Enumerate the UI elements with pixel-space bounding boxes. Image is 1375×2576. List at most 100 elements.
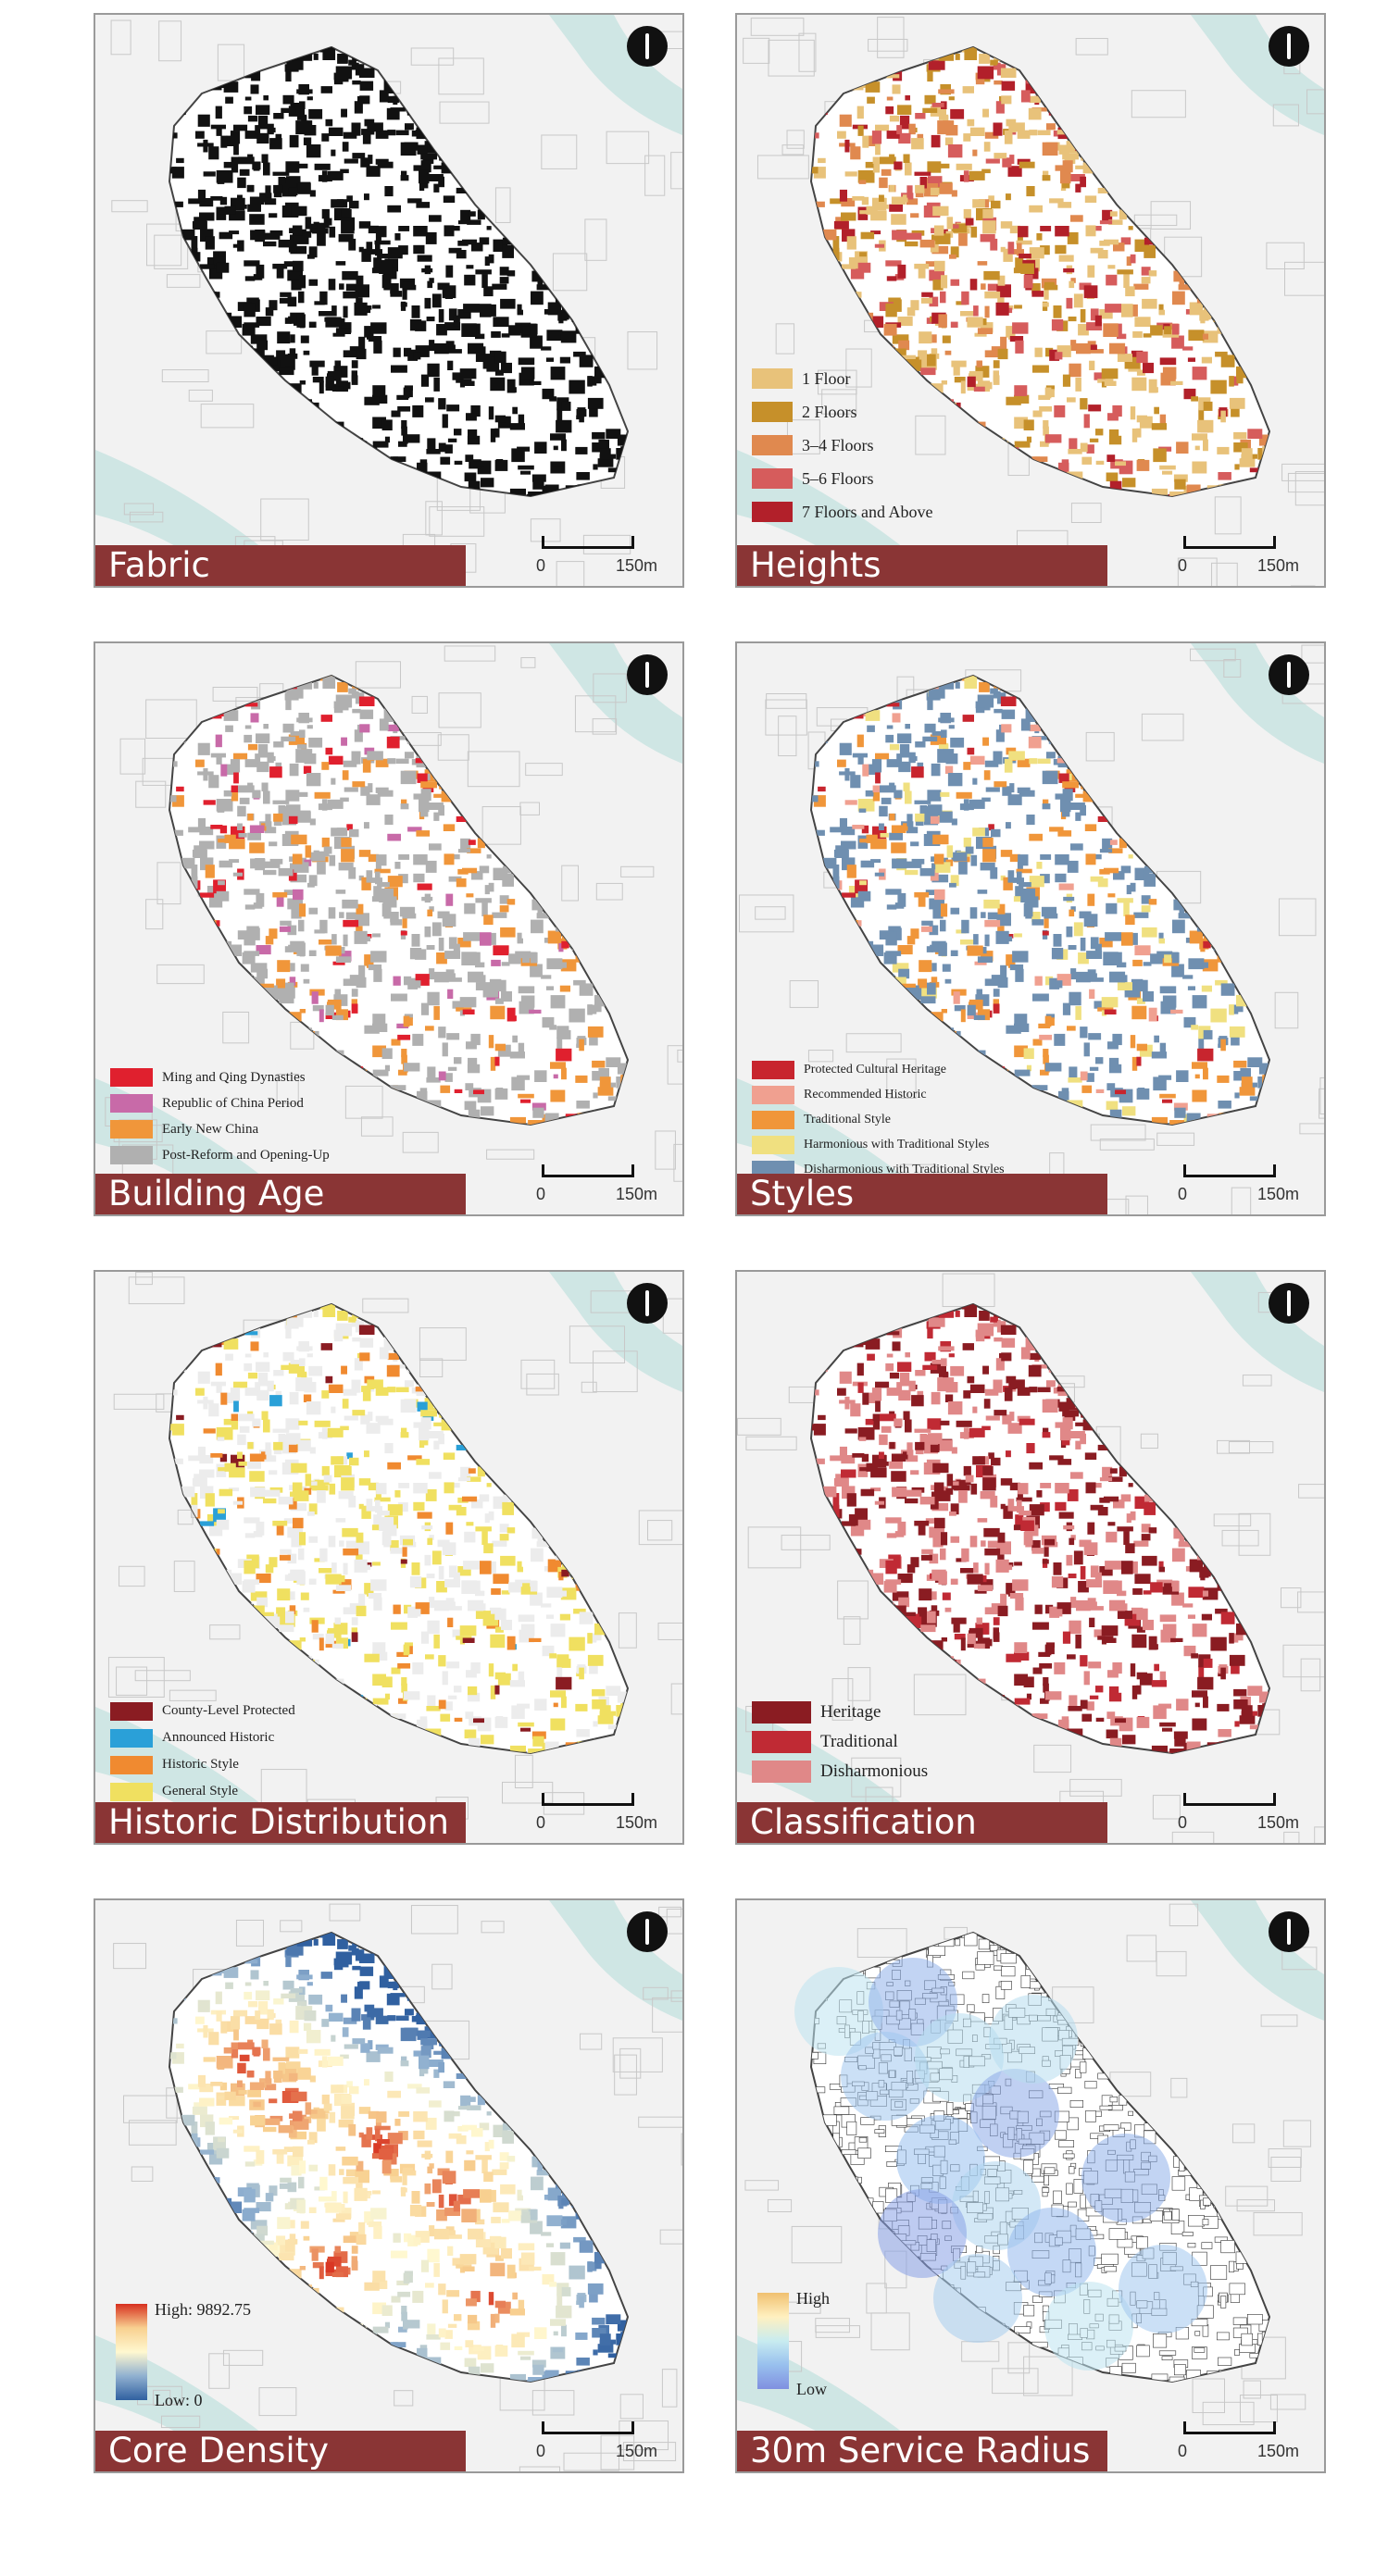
legend-label: County-Level Protected: [162, 1703, 295, 1718]
classification-map: [737, 1272, 1324, 1843]
historic-distribution-map: [95, 1272, 682, 1843]
legend-label: Disharmonious with Traditional Styles: [804, 1162, 1005, 1176]
service-area: [878, 2189, 967, 2278]
legend-label: Historic Style: [162, 1757, 239, 1772]
north-arrow-icon: [627, 1283, 668, 1324]
scale-bar-line: [1183, 536, 1276, 549]
legend-item: Recommended Historic: [752, 1082, 1005, 1107]
scale-zero-label: 0: [536, 2442, 546, 2460]
scale-bar-line: [542, 536, 634, 549]
service-area: [1007, 2208, 1096, 2296]
scale-max-label: 150m: [1257, 2442, 1300, 2460]
styles-map: [737, 643, 1324, 1214]
legend-item: Traditional Style: [752, 1107, 1005, 1132]
map-legend: Protected Cultural Heritage Recommended H…: [752, 1057, 1005, 1182]
scale-max-label: 150m: [616, 1813, 658, 1832]
legend-label: Disharmonious: [820, 1761, 929, 1781]
river: [549, 1272, 682, 1392]
river: [1191, 1900, 1324, 2021]
ramp-low-label: Low: 0: [155, 2391, 203, 2409]
scale-bar: 0 150m: [1165, 1784, 1304, 1839]
legend-label: Announced Historic: [162, 1730, 275, 1745]
panel-title: Fabric: [95, 545, 466, 586]
panel-title: Classification: [737, 1802, 1107, 1843]
legend-label: Heritage: [820, 1702, 881, 1722]
scale-max-label: 150m: [616, 556, 658, 575]
scale-zero-label: 0: [1178, 556, 1188, 575]
map-legend: 1 Floor 2 Floors 3–4 Floors 5–6 Floors 7 Flo…: [752, 362, 933, 529]
scale-zero-label: 0: [1178, 1813, 1188, 1832]
service-area: [933, 2254, 1022, 2343]
scale-zero-label: 0: [536, 1185, 546, 1203]
legend-label: Early New China: [162, 1121, 259, 1137]
legend-swatch: [752, 368, 793, 389]
legend-label: Harmonious with Traditional Styles: [804, 1137, 990, 1151]
legend-swatch: [110, 1701, 153, 1721]
map-legend: County-Level Protected Announced Historic…: [110, 1698, 295, 1805]
legend-label: Traditional: [820, 1732, 898, 1751]
panel-title: Building Age: [95, 1174, 466, 1214]
north-arrow-icon: [627, 1911, 668, 1952]
legend-item: Disharmonious: [752, 1757, 928, 1786]
legend-label: Protected Cultural Heritage: [804, 1062, 946, 1076]
legend-swatch: [752, 1761, 811, 1783]
legend-swatch: [752, 1085, 794, 1104]
scale-bar: 0 150m: [1165, 527, 1304, 582]
legend-label: General Style: [162, 1784, 239, 1798]
legend-label: Republic of China Period: [162, 1095, 304, 1111]
north-arrow-icon: [1269, 1911, 1309, 1952]
river: [1191, 1272, 1324, 1392]
legend-swatch: [110, 1094, 153, 1113]
north-arrow-icon: [627, 654, 668, 695]
scale-bar: 0 150m: [523, 2412, 662, 2468]
color-ramp: [116, 2304, 147, 2400]
scale-bar: 0 150m: [523, 527, 662, 582]
map-legend: Ming and Qing Dynasties Republic of China…: [110, 1064, 330, 1168]
scale-max-label: 150m: [616, 1185, 658, 1203]
ramp-high-label: High: 9892.75: [155, 2300, 252, 2319]
scale-bar-line: [1183, 2421, 1276, 2434]
legend-label: Recommended Historic: [804, 1087, 927, 1101]
service-area: [915, 2013, 1004, 2102]
historic-distribution-map-panel: County-Level Protected Announced Historic…: [94, 1270, 684, 1845]
scale-bar: 0 150m: [523, 1155, 662, 1211]
legend-item: Republic of China Period: [110, 1090, 330, 1116]
ramp-high-label: High: [796, 2289, 830, 2308]
north-arrow-icon: [1269, 1283, 1309, 1324]
legend-item: Announced Historic: [110, 1724, 295, 1751]
legend-item: Heritage: [752, 1698, 928, 1727]
scale-zero-label: 0: [536, 556, 546, 575]
legend-swatch: [752, 1060, 794, 1079]
map-legend: Heritage Traditional Disharmonious: [752, 1698, 928, 1786]
legend-label: Post-Reform and Opening-Up: [162, 1147, 330, 1163]
scale-bar: 0 150m: [523, 1784, 662, 1839]
river: [549, 15, 682, 135]
legend-item: Ming and Qing Dynasties: [110, 1064, 330, 1090]
legend-item: Harmonious with Traditional Styles: [752, 1132, 1005, 1157]
scale-max-label: 150m: [1257, 1813, 1300, 1832]
service-area: [1081, 2134, 1170, 2222]
legend-item: County-Level Protected: [110, 1698, 295, 1724]
legend-swatch: [110, 1728, 153, 1748]
scale-max-label: 150m: [616, 2442, 658, 2460]
river: [549, 1900, 682, 2021]
service-area: [794, 1967, 883, 2056]
scale-max-label: 150m: [1257, 556, 1300, 575]
legend-item: Historic Style: [110, 1751, 295, 1778]
color-ramp: [757, 2293, 789, 2389]
legend-item: Protected Cultural Heritage: [752, 1057, 1005, 1082]
legend-swatch: [752, 468, 793, 489]
legend-item: Early New China: [110, 1116, 330, 1142]
legend-label: 3–4 Floors: [802, 435, 874, 454]
legend-swatch: [110, 1068, 153, 1087]
north-arrow-icon: [627, 26, 668, 67]
legend-swatch: [752, 1731, 811, 1753]
panel-title: Heights: [737, 545, 1107, 586]
ramp-low-label: Low: [796, 2380, 827, 2398]
legend-label: 5–6 Floors: [802, 468, 874, 488]
building-age-map-panel: Ming and Qing Dynasties Republic of China…: [94, 641, 684, 1216]
scale-zero-label: 0: [536, 1813, 546, 1832]
legend-item: Traditional: [752, 1727, 928, 1757]
legend-item: Post-Reform and Opening-Up: [110, 1142, 330, 1168]
scale-zero-label: 0: [1178, 1185, 1188, 1203]
